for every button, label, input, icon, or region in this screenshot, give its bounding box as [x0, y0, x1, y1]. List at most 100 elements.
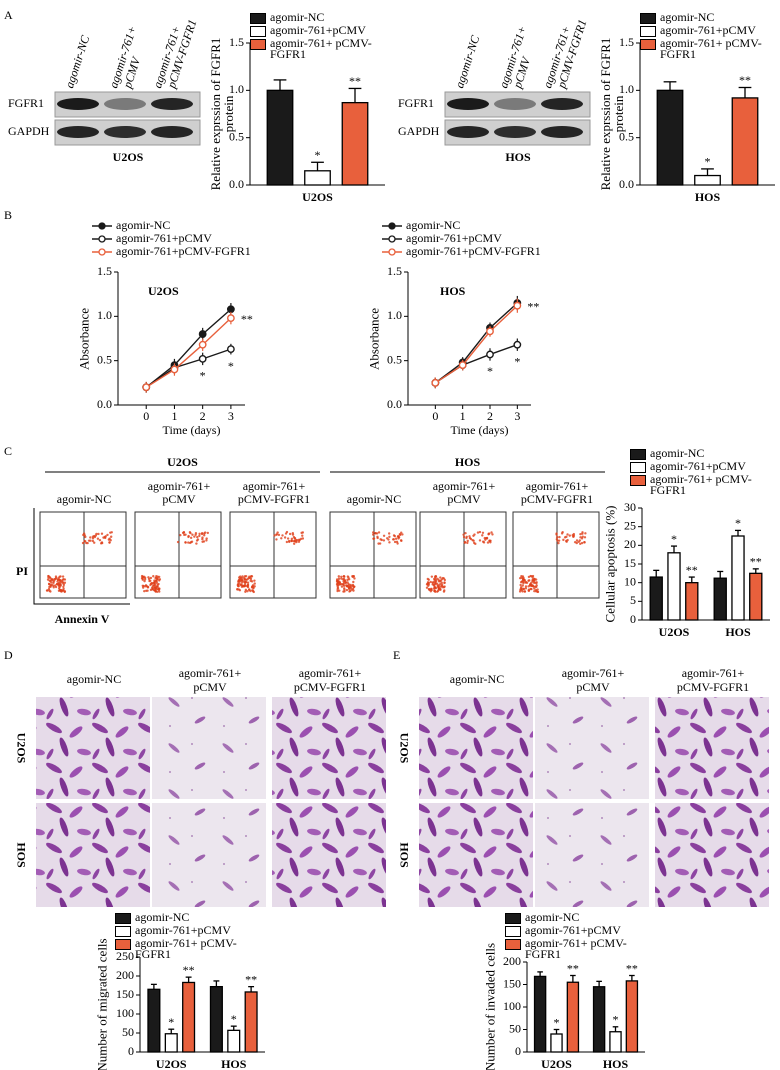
legend: agomir-NC agomir-761+pCMV agomir-761+ pCMV… [630, 447, 778, 497]
flow-event [98, 538, 102, 542]
legend-entry: agomir-761+pCMV [115, 924, 265, 937]
flow-event [484, 538, 487, 541]
flow-event [252, 586, 255, 589]
flow-event [531, 574, 535, 578]
flow-event [285, 530, 289, 534]
bar [667, 552, 681, 621]
x-tick-label: 0 [143, 409, 149, 423]
significance: ** [245, 972, 257, 986]
y-axis-label: Relative exprssion of FGFR1 protein [598, 37, 626, 191]
flow-condition: agomir-NC [347, 492, 401, 506]
bar [209, 985, 223, 1053]
flow-event [153, 584, 157, 587]
flow-event [91, 537, 95, 540]
image-column-label: agomir-NC [67, 672, 121, 686]
bar [164, 1033, 178, 1053]
flow-event [399, 533, 402, 537]
flow-condition: agomir-NC [57, 492, 111, 506]
image-column-label: agomir-761+ [682, 666, 745, 680]
image-row-label: U2OS [397, 733, 411, 764]
legend-text: agomir-NC [406, 218, 460, 232]
blot-row-label: FGFR1 [398, 96, 434, 110]
blot-band [151, 126, 193, 138]
flow-event [285, 540, 289, 544]
flow-event [47, 574, 50, 578]
micrograph [655, 803, 769, 907]
flow-event [61, 581, 65, 584]
legend-swatch [630, 449, 646, 460]
flow-event [91, 539, 95, 543]
lane-label: agomir-NC [62, 33, 92, 90]
legend-entry: agomir-761+pCMV [630, 460, 778, 473]
flow-event [275, 533, 278, 536]
x-tick-label: 3 [228, 409, 234, 423]
flow-event [144, 585, 147, 588]
significance: ** [349, 74, 361, 88]
legend-text: agomir-761+ pCMV-FGFR1 [660, 36, 762, 61]
flow-event [106, 533, 109, 537]
flow-event [240, 581, 244, 584]
flow-event [478, 539, 482, 542]
flow-event [443, 585, 446, 588]
y-tick-label: 0.5 [619, 129, 634, 143]
x-tick-label: 2 [200, 409, 206, 423]
flow-event [298, 538, 301, 542]
flow-event [583, 536, 587, 539]
significance: * [671, 532, 677, 546]
flow-event [342, 575, 345, 578]
image-column-label: pCMV-FGFR1 [294, 680, 366, 694]
flow-event [237, 576, 241, 579]
flow-event [522, 581, 525, 585]
flow-event [393, 534, 396, 538]
flow-event [522, 587, 525, 590]
flow-event [54, 584, 57, 587]
flow-event [250, 580, 254, 583]
flow-event [555, 535, 559, 539]
flow-event [437, 584, 441, 587]
x-tick-label: U2OS [659, 625, 690, 639]
legend-entry: agomir-761+pCMV [505, 924, 655, 937]
flow-event [371, 531, 375, 534]
flow-event [109, 535, 113, 538]
flow-event [481, 531, 485, 535]
flow-event [239, 579, 242, 582]
bar [713, 577, 727, 621]
flow-event [191, 533, 194, 536]
flow-event [149, 583, 152, 587]
flow-event [187, 534, 190, 538]
flow-event [557, 541, 560, 545]
legend-text: agomir-NC [270, 10, 325, 24]
blot-band [447, 126, 489, 138]
legend: agomir-NC agomir-761+pCMV agomir-761+ pCMV… [640, 11, 778, 61]
bar [609, 1031, 622, 1053]
legend-swatch [250, 13, 266, 24]
significance: * [228, 359, 234, 373]
flow-event [396, 542, 399, 545]
flow-event [158, 578, 162, 581]
flow-event [353, 577, 356, 580]
flow-event [154, 590, 157, 593]
flow-event [336, 581, 339, 585]
flow-event [531, 584, 535, 588]
flow-event [157, 582, 160, 586]
legend-swatch [388, 235, 396, 243]
flow-event [337, 577, 341, 580]
significance: ** [750, 555, 762, 569]
flow-event [491, 533, 494, 536]
flow-event [110, 531, 113, 534]
flow-event [536, 588, 539, 591]
micrograph [419, 697, 533, 799]
flow-event [149, 576, 153, 580]
flow-event [533, 587, 536, 590]
y-axis-label: Absorbance [76, 307, 92, 370]
flow-event [280, 537, 283, 540]
flow-event [433, 589, 437, 592]
flow-event [343, 588, 346, 591]
bar [694, 174, 721, 186]
bar [341, 101, 369, 186]
flow-event [527, 579, 530, 582]
series-line [145, 308, 232, 388]
flow-event [524, 587, 528, 590]
flow-event [441, 576, 445, 580]
flow-event [533, 577, 536, 581]
